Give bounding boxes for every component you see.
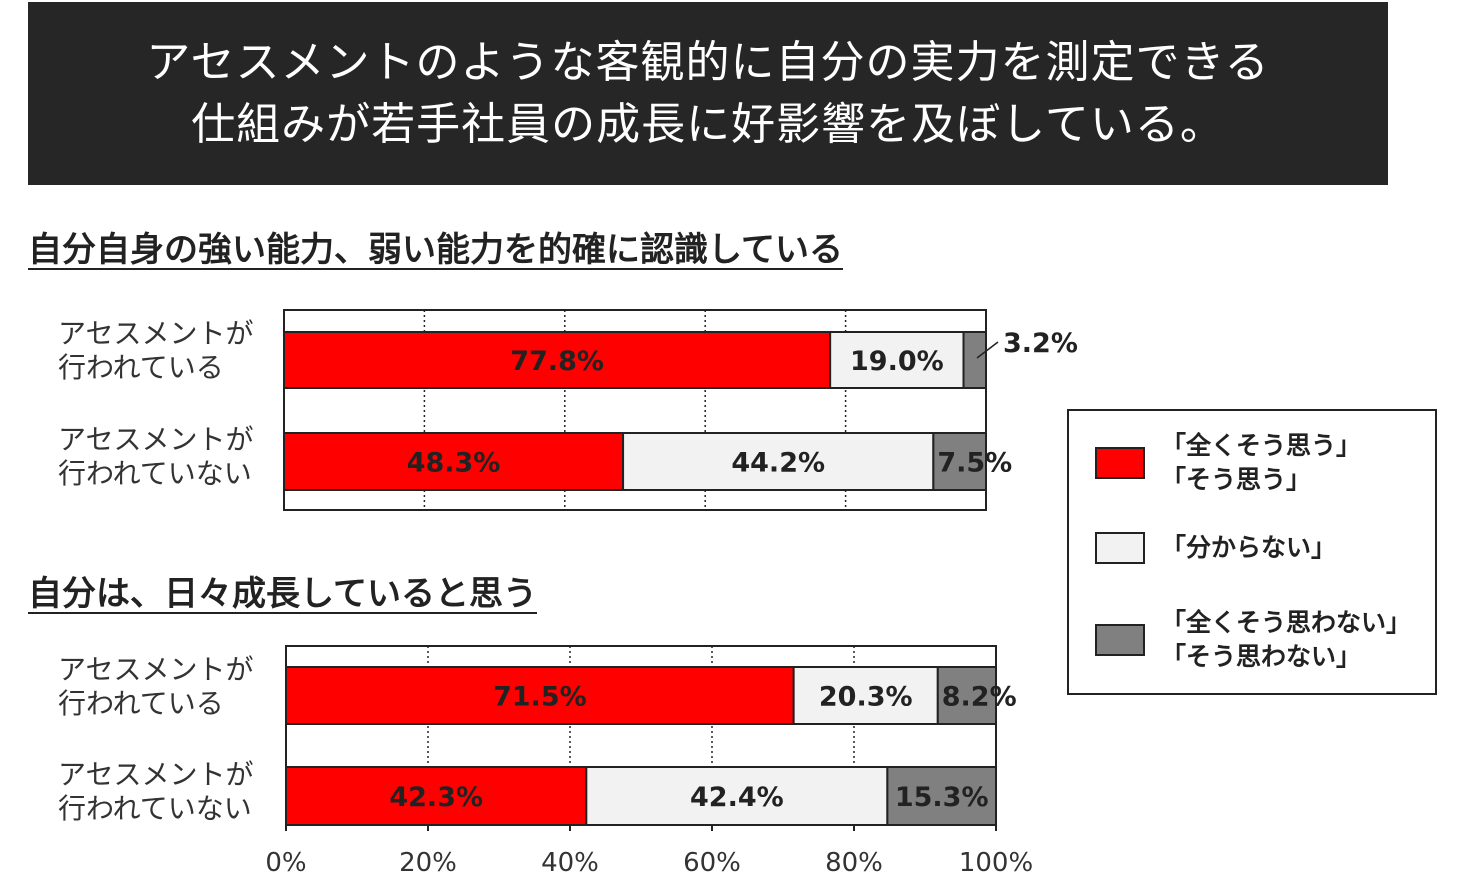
chart-2-data-label-row1-agree: 71.5% bbox=[493, 682, 587, 713]
chart-1-bar-row1-unknown bbox=[829, 331, 965, 389]
chart-1-leader-line bbox=[976, 341, 999, 359]
chart-1-bar-row2-disagree bbox=[932, 432, 987, 491]
chart-1-data-label-row1-agree: 77.8% bbox=[510, 346, 604, 377]
chart-2-bar-row1-disagree bbox=[936, 666, 998, 725]
chart-2-data-label-row2-disagree: 15.3% bbox=[895, 782, 989, 813]
chart-2-row-label-not-assessed: アセスメントが 行われていない bbox=[58, 758, 254, 825]
chart-1-data-label-row1-unknown: 19.0% bbox=[850, 346, 944, 377]
legend-swatch-disagree bbox=[1095, 624, 1145, 656]
chart-2-tick-label: 60% bbox=[683, 848, 741, 878]
chart-2-frame bbox=[285, 645, 997, 826]
chart-1-frame bbox=[283, 309, 987, 511]
chart-1-bar-row2-agree bbox=[283, 432, 625, 491]
chart-2-tick-label: 40% bbox=[541, 848, 599, 878]
chart-2-tick-label: 100% bbox=[959, 848, 1033, 878]
chart-2-tick-label: 80% bbox=[825, 848, 883, 878]
chart-2-data-label-row1-disagree: 8.2% bbox=[942, 682, 1017, 713]
chart-1-data-label-row2-unknown: 44.2% bbox=[731, 448, 825, 479]
chart-1-row-label-assessed: アセスメントが 行われている bbox=[58, 317, 254, 384]
chart-2-data-label-row1-unknown: 20.3% bbox=[819, 682, 913, 713]
chart-1-row-label-not-assessed: アセスメントが 行われていない bbox=[58, 423, 254, 490]
chart-2-bar-row1-agree bbox=[285, 666, 795, 725]
chart-2-row-label-assessed: アセスメントが 行われている bbox=[58, 653, 254, 720]
legend-swatch-agree bbox=[1095, 447, 1145, 479]
chart-2-bar-row2-agree bbox=[285, 766, 588, 826]
chart-1-bar-row1-disagree bbox=[962, 331, 988, 389]
legend-item-unknown: 「分からない」 bbox=[1095, 531, 1336, 565]
chart-2-data-label-row2-agree: 42.3% bbox=[389, 782, 483, 813]
chart-1-data-label-row2-disagree: 7.5% bbox=[937, 448, 1012, 479]
headline-banner: アセスメントのような客観的に自分の実力を測定できる 仕組みが若手社員の成長に好影… bbox=[28, 2, 1388, 185]
chart-2-title: 自分は、日々成長していると思う bbox=[28, 574, 537, 614]
legend-swatch-unknown bbox=[1095, 532, 1145, 564]
headline-line-1: アセスメントのような客観的に自分の実力を測定できる bbox=[146, 36, 1270, 88]
chart-2-data-label-row2-unknown: 42.4% bbox=[690, 782, 784, 813]
chart-2-tick-label: 20% bbox=[399, 848, 457, 878]
chart-2-bar-row2-disagree bbox=[886, 766, 997, 826]
chart-1-data-label-row2-agree: 48.3% bbox=[407, 448, 501, 479]
legend: 「全くそう思う」 「そう思う」 「分からない」 「全くそう思わない」 「そう思わ… bbox=[1067, 409, 1437, 695]
chart-1-bar-row1-agree bbox=[283, 331, 832, 389]
legend-item-disagree: 「全くそう思わない」 「そう思わない」 bbox=[1095, 606, 1411, 674]
chart-1-data-label-row1-disagree: 3.2% bbox=[1003, 328, 1078, 359]
chart-1-title: 自分自身の強い能力、弱い能力を的確に認識している bbox=[28, 230, 843, 270]
chart-2-tick-label: 0% bbox=[265, 848, 306, 878]
headline-line-2: 仕組みが若手社員の成長に好影響を及ぼしている。 bbox=[191, 98, 1225, 150]
legend-item-agree: 「全くそう思う」 「そう思う」 bbox=[1095, 429, 1361, 497]
